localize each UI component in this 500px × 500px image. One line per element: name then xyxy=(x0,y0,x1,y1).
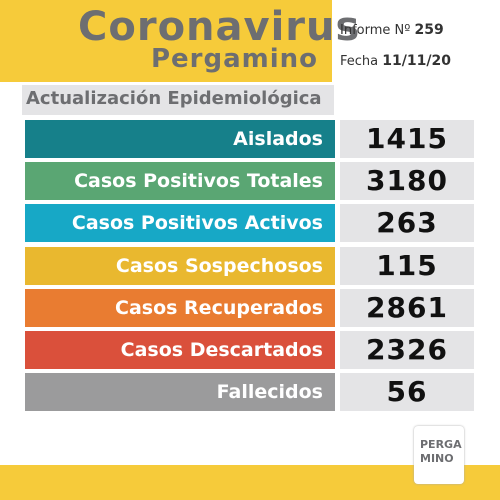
logo: PERGA MINO xyxy=(414,426,464,484)
report-number: 259 xyxy=(414,22,444,38)
row-label: Fallecidos xyxy=(25,373,335,412)
subtitle: Pergamino xyxy=(150,44,318,74)
row-value: 1415 xyxy=(340,120,474,158)
date: 11/11/20 xyxy=(382,53,451,69)
report-label: Informe Nº xyxy=(340,23,411,38)
section-band xyxy=(22,85,334,115)
row-label: Casos Positivos Totales xyxy=(25,162,335,201)
row-label: Casos Sospechosos xyxy=(25,246,335,285)
logo-text: PERGA xyxy=(420,438,462,451)
row-label: Casos Positivos Activos xyxy=(25,204,335,243)
report-info: Informe Nº 259 xyxy=(340,22,444,38)
title: Coronavirus xyxy=(78,4,361,50)
row-value: 56 xyxy=(340,373,474,412)
date-label: Fecha xyxy=(340,54,379,69)
logo-text: MINO xyxy=(420,452,454,465)
row-value: 263 xyxy=(340,204,474,243)
row-value: 2861 xyxy=(340,288,474,327)
header-band xyxy=(0,0,332,82)
section-title: Actualización Epidemiológica xyxy=(26,88,322,109)
date-info: Fecha 11/11/20 xyxy=(340,53,451,69)
row-label: Casos Recuperados xyxy=(25,288,335,327)
row-value: 2326 xyxy=(340,331,474,369)
row-label: Casos Descartados xyxy=(25,331,335,369)
row-label: Aislados xyxy=(25,120,335,158)
row-value: 3180 xyxy=(340,162,474,201)
row-value: 115 xyxy=(340,246,474,285)
